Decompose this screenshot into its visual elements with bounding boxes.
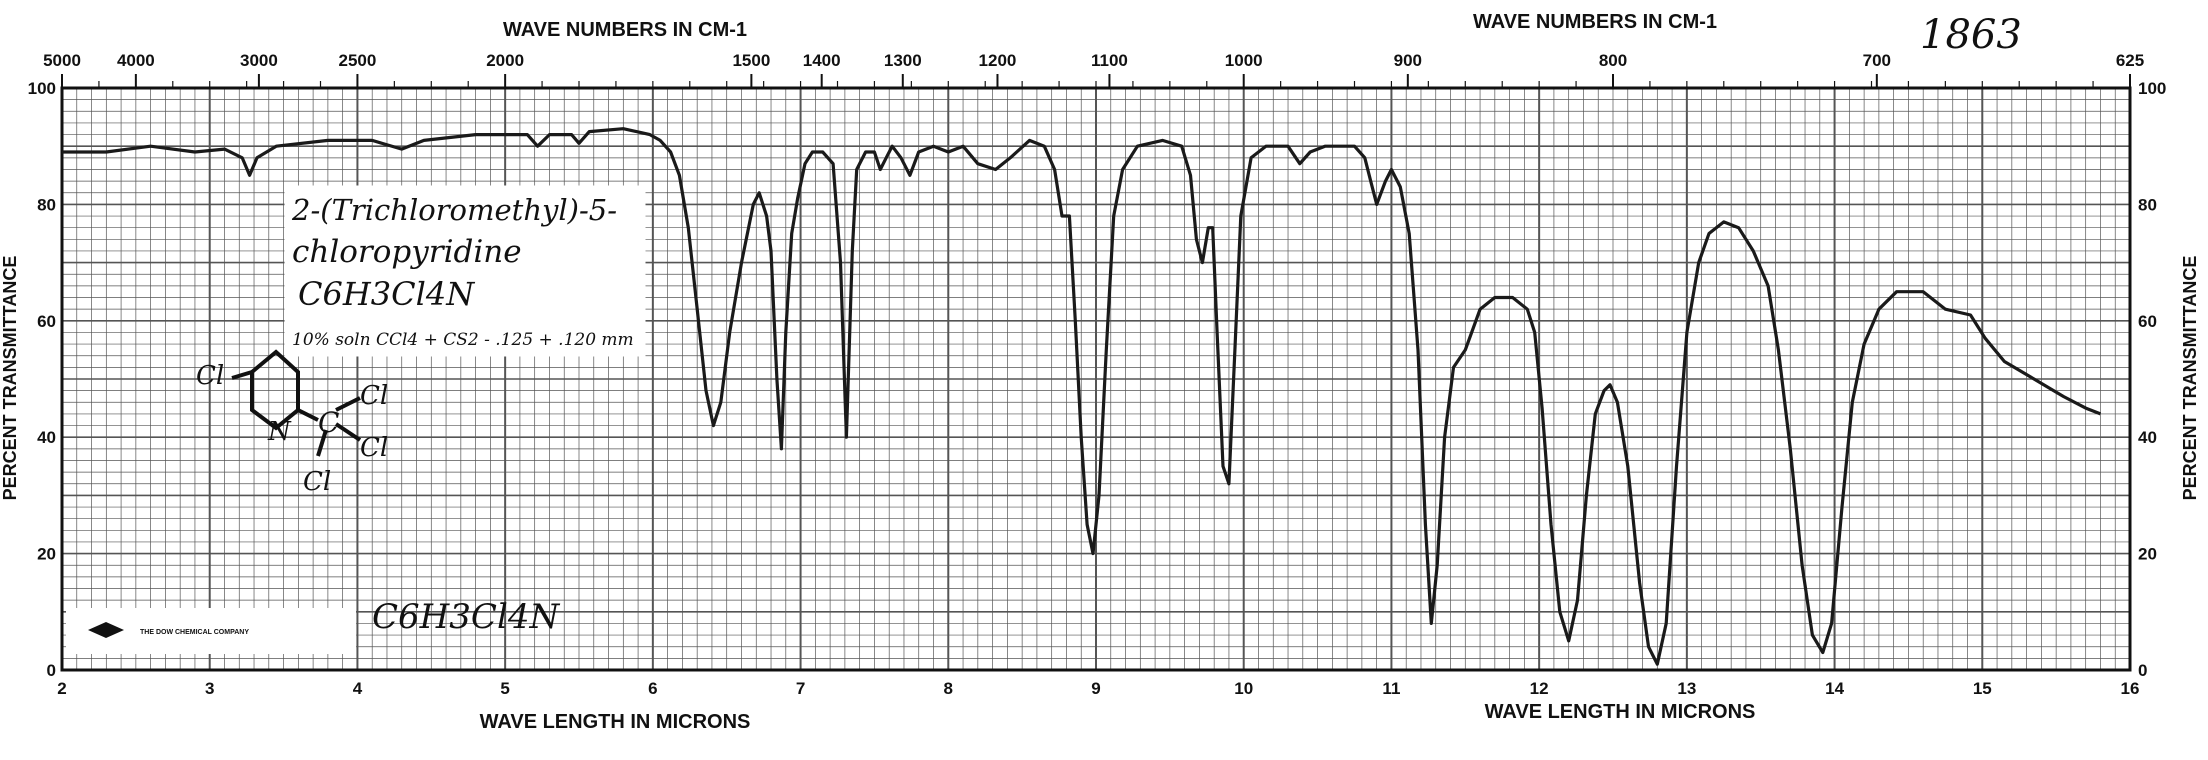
wavenumber-tick-label: 3000: [240, 51, 278, 70]
wavenumber-tick-label: 1500: [732, 51, 770, 70]
x-tick-label: 2: [57, 679, 66, 698]
y-tick-label-left: 100: [28, 79, 56, 98]
wavenumber-tick-label: 5000: [43, 51, 81, 70]
x-tick-label: 13: [1677, 679, 1696, 698]
company-name: THE DOW CHEMICAL COMPANY: [140, 629, 249, 636]
y-axis-ticks: 0 20 40 60 80 100 0 20 40 60 80 100: [28, 79, 2167, 680]
y-tick-label-right: 80: [2138, 195, 2157, 214]
x-tick-label: 16: [2121, 679, 2140, 698]
x-tick-label: 14: [1825, 679, 1844, 698]
y-tick-label-right: 20: [2138, 545, 2157, 564]
structure-cl-ring: Cl: [196, 361, 224, 391]
y-tick-label-left: 20: [37, 545, 56, 564]
wavenumber-axis: 5000 4000 3000 2500 2000 1500 1400 1300 1200 1100…: [43, 51, 2144, 88]
x-tick-label: 6: [648, 679, 657, 698]
y-axis-label-left: PERCENT TRANSMITTANCE: [0, 256, 20, 501]
x-tick-label: 10: [1234, 679, 1253, 698]
y-axis-label-right: PERCENT TRANSMITTANCE: [2180, 256, 2200, 501]
x-tick-label: 7: [796, 679, 805, 698]
footer-formula: C6H3Cl4N: [372, 597, 560, 637]
y-tick-label-left: 60: [37, 312, 56, 331]
wavenumber-tick-label: 625: [2116, 51, 2144, 70]
structure-cl-3: Cl: [303, 467, 331, 497]
dow-diamond-logo: [88, 622, 124, 638]
y-tick-label-left: 40: [37, 428, 56, 447]
wavenumber-title-right: WAVE NUMBERS IN CM-1: [1473, 11, 1717, 33]
x-tick-label: 5: [500, 679, 509, 698]
sample-conditions: 10% soln CCl4 + CS2 - .125 + .120 mm: [292, 330, 634, 350]
x-tick-label: 11: [1382, 679, 1400, 698]
wavenumber-tick-label: 900: [1394, 51, 1422, 70]
compound-name-line1: 2-(Trichloromethyl)-5-: [291, 193, 617, 227]
x-axis-ticks: 2 3 4 5 6 7 8 9 10 11 12 13 14 15 16: [57, 679, 2139, 698]
company-logo-box: THE DOW CHEMICAL COMPANY: [66, 608, 356, 654]
wavenumber-tick-label: 1100: [1091, 51, 1128, 70]
x-axis-label-right: WAVE LENGTH IN MICRONS: [1485, 701, 1756, 723]
x-tick-label: 9: [1091, 679, 1100, 698]
y-tick-label-right: 60: [2138, 312, 2157, 331]
structure-n: N: [267, 417, 292, 447]
wavenumber-tick-label: 4000: [117, 51, 155, 70]
wavenumber-tick-label: 800: [1599, 51, 1627, 70]
y-tick-label-right: 40: [2138, 428, 2157, 447]
x-tick-label: 12: [1530, 679, 1549, 698]
spectrum-number: 1863: [1920, 12, 2022, 58]
wavenumber-tick-label: 700: [1863, 51, 1891, 70]
wavenumber-tick-label: 2000: [486, 51, 524, 70]
compound-formula: C6H3Cl4N: [298, 275, 475, 313]
structure-cl-1: Cl: [360, 381, 388, 411]
wavenumber-tick-label: 1400: [803, 51, 841, 70]
x-tick-label: 8: [944, 679, 953, 698]
y-tick-label-right: 0: [2138, 661, 2147, 680]
chart-grid: [61, 87, 2131, 671]
structure-c: C: [318, 406, 339, 439]
structure-cl-2: Cl: [360, 433, 388, 463]
compound-label-box: 2-(Trichloromethyl)-5- chloropyridine C6…: [284, 185, 646, 357]
wavenumber-tick-label: 2500: [339, 51, 377, 70]
x-axis-label-left: WAVE LENGTH IN MICRONS: [480, 711, 751, 733]
x-tick-label: 3: [205, 679, 214, 698]
x-tick-label: 15: [1973, 679, 1992, 698]
wavenumber-tick-label: 1300: [884, 51, 922, 70]
compound-name-line2: chloropyridine: [292, 234, 522, 270]
spectrum-trace: [62, 127, 2102, 666]
y-tick-label-left: 80: [37, 195, 56, 214]
x-tick-label: 4: [353, 679, 363, 698]
y-tick-label-left: 0: [47, 661, 56, 680]
wavenumber-tick-label: 1200: [979, 51, 1017, 70]
wavenumber-tick-label: 1000: [1225, 51, 1263, 70]
y-tick-label-right: 100: [2138, 79, 2166, 98]
wavenumber-title-left: WAVE NUMBERS IN CM-1: [503, 19, 747, 41]
structure-drawing: [231, 349, 362, 457]
